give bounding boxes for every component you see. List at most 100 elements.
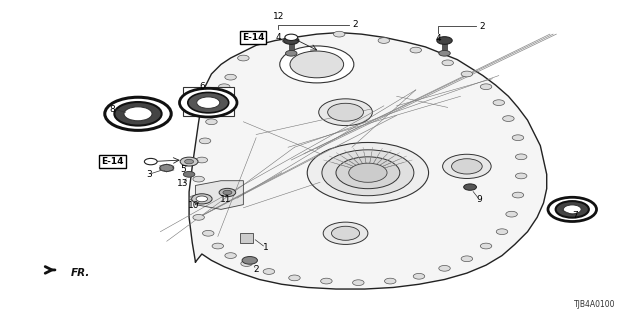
Circle shape: [319, 99, 372, 125]
Circle shape: [442, 60, 454, 66]
Circle shape: [480, 84, 492, 90]
Circle shape: [443, 154, 491, 179]
Text: 4: 4: [435, 34, 441, 43]
Circle shape: [284, 37, 299, 44]
Circle shape: [189, 196, 201, 201]
Text: FR.: FR.: [71, 268, 90, 278]
Circle shape: [225, 253, 236, 259]
Circle shape: [285, 50, 297, 56]
Circle shape: [556, 201, 589, 218]
Circle shape: [328, 103, 364, 121]
Circle shape: [512, 192, 524, 198]
Text: 12: 12: [273, 12, 284, 21]
Circle shape: [196, 157, 207, 163]
Circle shape: [225, 74, 236, 80]
Circle shape: [353, 280, 364, 285]
Circle shape: [439, 266, 451, 271]
Circle shape: [290, 51, 344, 78]
Text: 9: 9: [477, 195, 483, 204]
Circle shape: [496, 229, 508, 235]
Circle shape: [237, 55, 249, 61]
Text: 8: 8: [109, 105, 115, 114]
Circle shape: [212, 243, 223, 249]
Circle shape: [289, 275, 300, 281]
Text: 3: 3: [146, 170, 152, 179]
Circle shape: [333, 31, 345, 37]
Circle shape: [282, 38, 294, 44]
Circle shape: [193, 214, 204, 220]
Circle shape: [193, 176, 204, 182]
Circle shape: [202, 230, 214, 236]
Circle shape: [223, 190, 232, 195]
Text: 7: 7: [573, 211, 579, 220]
Circle shape: [493, 100, 504, 106]
Circle shape: [188, 92, 228, 113]
Circle shape: [349, 163, 387, 182]
Circle shape: [548, 197, 596, 221]
Circle shape: [280, 46, 354, 83]
Circle shape: [563, 205, 581, 214]
Circle shape: [332, 226, 360, 240]
Circle shape: [385, 278, 396, 284]
Text: 10: 10: [188, 201, 199, 210]
Circle shape: [184, 159, 193, 164]
Text: 2: 2: [479, 22, 485, 31]
Circle shape: [285, 34, 298, 41]
Circle shape: [506, 211, 517, 217]
Text: 13: 13: [177, 180, 188, 188]
Circle shape: [437, 37, 452, 44]
Circle shape: [307, 142, 429, 203]
Circle shape: [515, 154, 527, 160]
Circle shape: [212, 98, 223, 104]
Circle shape: [439, 50, 451, 56]
Circle shape: [323, 222, 368, 244]
Circle shape: [461, 71, 472, 77]
Circle shape: [336, 157, 400, 189]
Circle shape: [321, 278, 332, 284]
Bar: [182, 87, 234, 116]
Circle shape: [205, 119, 217, 124]
Bar: [442, 41, 447, 50]
Text: 1: 1: [263, 243, 269, 252]
Circle shape: [160, 164, 173, 172]
Circle shape: [452, 159, 482, 174]
Text: E-14: E-14: [101, 157, 124, 166]
Circle shape: [196, 196, 207, 202]
Circle shape: [199, 138, 211, 144]
Circle shape: [180, 157, 198, 166]
Circle shape: [191, 194, 212, 204]
Circle shape: [263, 269, 275, 274]
Text: 6: 6: [199, 82, 205, 91]
Circle shape: [515, 173, 527, 179]
Bar: [289, 41, 294, 50]
Circle shape: [218, 84, 230, 90]
Polygon shape: [189, 33, 547, 289]
Circle shape: [124, 107, 152, 121]
Circle shape: [196, 97, 220, 108]
Circle shape: [242, 257, 257, 264]
Circle shape: [322, 150, 414, 196]
Circle shape: [183, 172, 195, 177]
Bar: [240, 233, 253, 243]
Circle shape: [480, 243, 492, 249]
Circle shape: [502, 116, 514, 122]
Circle shape: [413, 273, 425, 279]
Text: 2: 2: [352, 20, 358, 29]
Text: 11: 11: [220, 195, 231, 204]
Circle shape: [410, 47, 422, 53]
Circle shape: [105, 97, 172, 130]
Text: 5: 5: [180, 165, 186, 174]
Circle shape: [512, 135, 524, 140]
Circle shape: [464, 184, 476, 190]
Circle shape: [219, 188, 236, 197]
Circle shape: [145, 158, 157, 165]
Circle shape: [115, 102, 162, 125]
Polygon shape: [195, 181, 243, 209]
Circle shape: [461, 256, 472, 262]
Circle shape: [378, 38, 390, 44]
Text: TJB4A0100: TJB4A0100: [574, 300, 615, 309]
Circle shape: [179, 88, 237, 117]
Text: 4: 4: [276, 33, 282, 42]
Text: E-14: E-14: [242, 33, 264, 42]
Circle shape: [241, 261, 252, 267]
